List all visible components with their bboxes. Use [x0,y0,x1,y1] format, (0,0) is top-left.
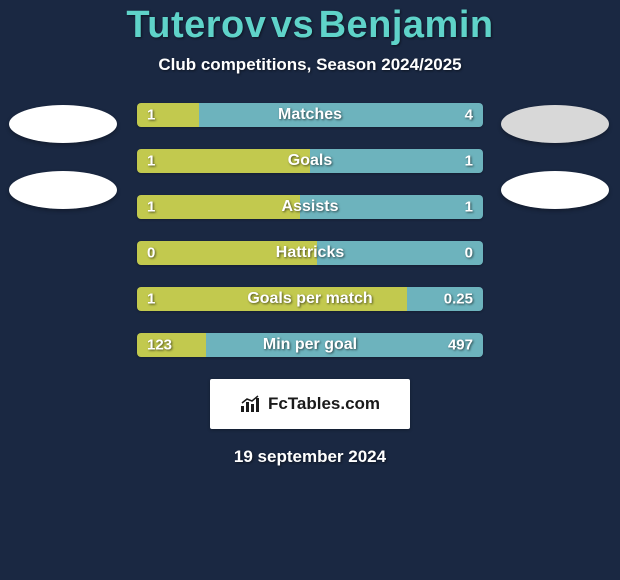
stat-right-value: 497 [448,337,473,354]
stat-bar: 1 Goals 1 [137,149,483,173]
content-row: 1 Matches 4 1 Goals 1 1 Assists 1 [0,103,620,357]
title-player2: Benjamin [319,4,494,46]
stat-left-value: 123 [147,337,172,354]
stat-bar: 0 Hattricks 0 [137,241,483,265]
title-vs: vs [271,4,314,46]
comparison-infographic: Tuterov vs Benjamin Club competitions, S… [0,0,620,467]
bar-left-fill [137,149,310,173]
stat-right-value: 1 [465,153,473,170]
brand-badge: FcTables.com [210,379,410,429]
title-player1: Tuterov [126,4,266,46]
stat-label: Goals [288,152,332,170]
bar-right-fill [310,149,483,173]
stat-label: Assists [282,198,339,216]
avatar-placeholder [9,105,117,143]
page-title: Tuterov vs Benjamin [0,4,620,47]
date-text: 19 september 2024 [0,447,620,467]
right-avatar-column [501,103,611,209]
avatar-placeholder [501,171,609,209]
stat-left-value: 1 [147,199,155,216]
avatar-placeholder [501,105,609,143]
brand-text: FcTables.com [268,394,380,414]
stat-label: Matches [278,106,342,124]
stat-label: Hattricks [276,244,344,262]
chart-icon [240,395,262,413]
stat-right-value: 1 [465,199,473,216]
stat-left-value: 1 [147,107,155,124]
subtitle: Club competitions, Season 2024/2025 [0,55,620,75]
stat-left-value: 1 [147,291,155,308]
stat-bar: 1 Matches 4 [137,103,483,127]
stat-right-value: 4 [465,107,473,124]
stat-label: Goals per match [247,290,372,308]
left-avatar-column [9,103,119,209]
stat-right-value: 0 [465,245,473,262]
stat-bar: 1 Goals per match 0.25 [137,287,483,311]
avatar-placeholder [9,171,117,209]
bar-left-fill [137,195,300,219]
stat-label: Min per goal [263,336,357,354]
stat-right-value: 0.25 [444,291,473,308]
stat-bar: 123 Min per goal 497 [137,333,483,357]
stat-left-value: 0 [147,245,155,262]
stats-bars: 1 Matches 4 1 Goals 1 1 Assists 1 [137,103,483,357]
stat-bar: 1 Assists 1 [137,195,483,219]
stat-left-value: 1 [147,153,155,170]
